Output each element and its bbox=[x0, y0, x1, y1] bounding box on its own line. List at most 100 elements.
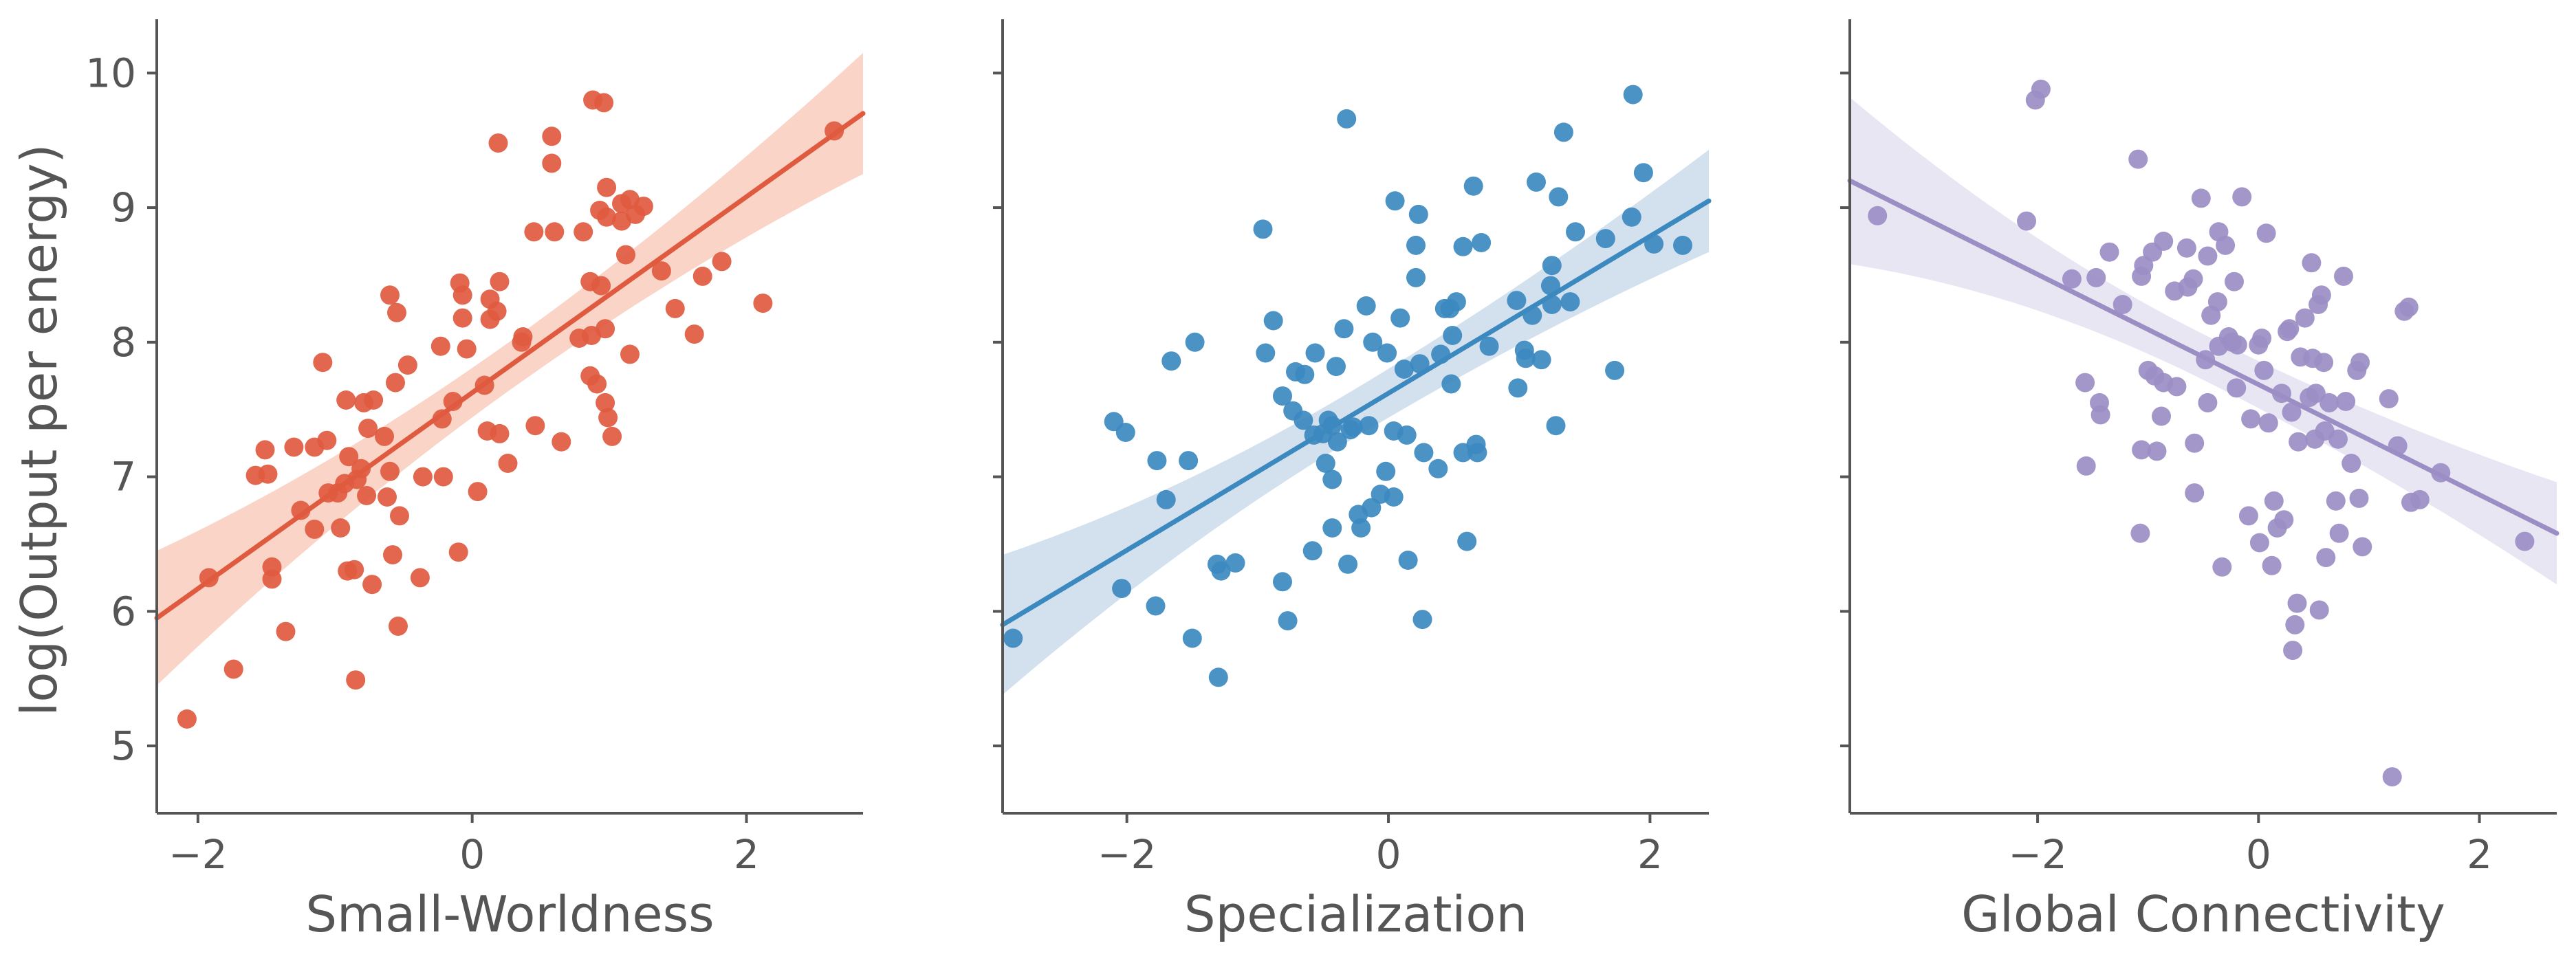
data-point bbox=[1208, 667, 1228, 687]
panel-1: 5 6 7 8 9 10 −2 0 2 Small-Worldness log(Output per… bbox=[10, 19, 866, 943]
data-point bbox=[1302, 541, 1322, 561]
data-point bbox=[1362, 498, 1382, 518]
data-point bbox=[2216, 235, 2236, 255]
y-tick-label: 6 bbox=[111, 588, 136, 634]
data-point bbox=[2264, 491, 2284, 511]
data-point bbox=[383, 545, 402, 565]
data-point bbox=[2091, 405, 2110, 425]
x-tick-label: −2 bbox=[168, 831, 228, 878]
data-point bbox=[336, 390, 356, 410]
data-point bbox=[1412, 610, 1432, 630]
data-point bbox=[2232, 187, 2252, 207]
data-point bbox=[1115, 423, 1135, 442]
data-point bbox=[2128, 149, 2148, 169]
data-point bbox=[2099, 242, 2119, 262]
data-point bbox=[2207, 292, 2227, 312]
data-point bbox=[1322, 518, 1342, 538]
data-point bbox=[1305, 343, 1325, 363]
data-point bbox=[602, 426, 622, 446]
data-point bbox=[1179, 451, 1199, 471]
y-tick-label: 9 bbox=[111, 184, 136, 231]
data-point bbox=[1549, 187, 1569, 207]
data-point bbox=[597, 207, 617, 227]
data-point bbox=[1343, 417, 1363, 437]
confidence-band bbox=[157, 52, 863, 685]
data-point bbox=[2075, 373, 2095, 393]
data-point bbox=[390, 506, 409, 526]
data-point bbox=[1273, 386, 1292, 406]
data-point bbox=[620, 344, 640, 364]
data-point bbox=[375, 426, 394, 446]
data-point bbox=[1112, 579, 1132, 599]
data-point bbox=[712, 252, 732, 272]
data-point bbox=[2314, 353, 2334, 373]
data-point bbox=[1161, 351, 1181, 371]
data-point bbox=[452, 308, 472, 328]
regression-line bbox=[1000, 198, 1712, 628]
data-point bbox=[1384, 487, 1404, 507]
data-point bbox=[177, 709, 197, 729]
data-point bbox=[443, 392, 463, 411]
data-point bbox=[2379, 389, 2399, 409]
data-point bbox=[387, 302, 406, 322]
data-point bbox=[1633, 163, 1653, 183]
data-point bbox=[2183, 269, 2203, 289]
data-point bbox=[1566, 222, 1585, 242]
data-point bbox=[692, 266, 712, 286]
data-point bbox=[2262, 555, 2282, 575]
data-point bbox=[552, 432, 571, 452]
y-tick-label: 8 bbox=[111, 319, 136, 366]
data-point bbox=[448, 542, 468, 562]
data-point bbox=[258, 464, 278, 484]
data-point bbox=[1394, 360, 1414, 379]
data-point bbox=[2282, 402, 2302, 422]
data-point bbox=[468, 482, 488, 502]
data-point bbox=[1673, 235, 1692, 255]
data-point bbox=[684, 324, 704, 344]
data-point bbox=[397, 355, 417, 375]
data-point bbox=[1147, 451, 1167, 471]
data-point bbox=[1508, 378, 1528, 398]
data-point bbox=[2249, 533, 2269, 553]
data-point bbox=[380, 461, 400, 481]
data-point bbox=[410, 568, 430, 588]
data-point bbox=[1278, 611, 1298, 631]
panel-3: −2 0 2 Global Connectivity bbox=[1840, 19, 2559, 943]
data-point bbox=[1225, 553, 1245, 573]
data-point bbox=[1457, 531, 1477, 551]
data-point bbox=[1351, 518, 1371, 538]
data-point bbox=[2113, 295, 2132, 314]
data-point bbox=[331, 518, 351, 538]
data-point bbox=[346, 670, 366, 690]
x-tick-label: −2 bbox=[1098, 831, 1157, 878]
data-point bbox=[2185, 483, 2205, 503]
x-axis-label: Global Connectivity bbox=[1961, 885, 2445, 943]
data-point bbox=[591, 276, 611, 296]
data-point bbox=[665, 298, 685, 318]
data-point bbox=[378, 487, 397, 507]
data-point bbox=[1414, 443, 1434, 463]
data-point bbox=[2274, 510, 2294, 530]
data-point bbox=[1253, 219, 1273, 239]
data-point bbox=[1472, 233, 1492, 252]
data-point bbox=[2342, 454, 2361, 473]
data-point bbox=[1390, 308, 1410, 328]
data-point bbox=[380, 285, 400, 305]
data-point bbox=[487, 301, 507, 321]
data-point bbox=[1211, 561, 1231, 581]
data-point bbox=[432, 409, 452, 429]
data-point bbox=[2283, 641, 2303, 661]
data-point bbox=[1595, 229, 1615, 249]
data-point bbox=[1273, 572, 1292, 592]
data-point bbox=[2311, 285, 2331, 305]
data-point bbox=[1316, 454, 1335, 473]
regression-line bbox=[1847, 178, 2559, 536]
data-point bbox=[1410, 354, 1430, 374]
data-point bbox=[542, 153, 562, 173]
data-point bbox=[524, 222, 544, 242]
data-point bbox=[358, 419, 378, 439]
data-point bbox=[2320, 393, 2339, 412]
data-point bbox=[2302, 253, 2322, 273]
panel-2: −2 0 2 Specialization bbox=[993, 19, 1712, 943]
data-point bbox=[1338, 554, 1358, 574]
